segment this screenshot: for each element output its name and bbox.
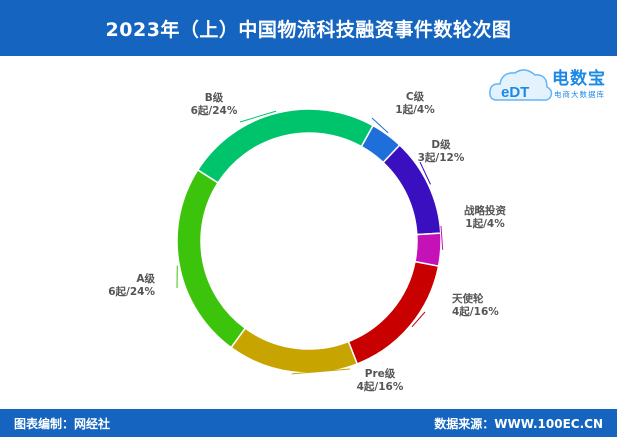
footer-credit: 图表编制：网经社 — [14, 416, 111, 431]
slice-name-2: D级 — [431, 138, 451, 151]
donut-chart: C级1起/4%D级3起/12%战略投资1起/4%天使轮4起/16%Pre级4起/… — [108, 90, 506, 393]
slice-6 — [176, 168, 247, 349]
slice-5 — [229, 327, 359, 374]
header-bar: 2023年（上）中国物流科技融资事件数轮次图 — [0, 0, 617, 56]
slice-value-label-5: 4起/16% — [357, 380, 404, 393]
slice-3 — [414, 232, 442, 268]
slice-value-label-4: 4起/16% — [452, 305, 499, 318]
leader-line-2 — [419, 161, 431, 185]
leader-line-3 — [440, 225, 444, 250]
slice-name-1: C级 — [406, 90, 425, 103]
logo-mark: eDT — [501, 84, 529, 101]
slice-value-label-6: 6起/24% — [108, 285, 155, 298]
slice-value-label-2: 3起/12% — [418, 151, 465, 164]
slice-value-label-1: 1起/4% — [395, 103, 435, 116]
chart-title: 2023年（上）中国物流科技融资事件数轮次图 — [105, 18, 512, 41]
leader-line-5 — [291, 368, 351, 375]
footer-bar: 图表编制：网经社 数据来源：WWW.100EC.CN — [0, 409, 617, 437]
leader-line-7 — [239, 110, 277, 123]
logo-subtitle: 电商大数据库 — [554, 90, 605, 99]
slice-7 — [196, 108, 375, 184]
slice-value-label-3: 1起/4% — [465, 217, 505, 230]
slice-name-7: B级 — [205, 91, 224, 104]
slice-4 — [347, 260, 440, 365]
logo-name: 电数宝 — [552, 69, 606, 89]
leader-line-1 — [371, 117, 389, 134]
leader-line-4 — [411, 311, 426, 328]
footer-source: 数据来源：WWW.100EC.CN — [434, 416, 603, 431]
cloud-logo-icon: eDT — [489, 69, 553, 101]
slice-name-4: 天使轮 — [452, 292, 484, 305]
slice-name-6: A级 — [136, 272, 155, 285]
slice-name-3: 战略投资 — [464, 204, 506, 217]
slice-value-label-7: 6起/24% — [191, 104, 238, 117]
slice-name-5: Pre级 — [365, 367, 396, 380]
